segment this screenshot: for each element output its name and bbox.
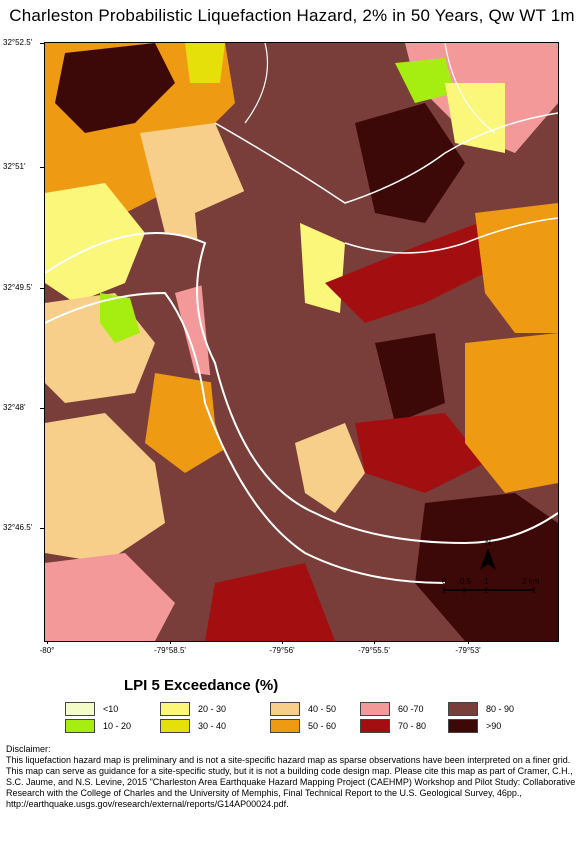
river-shoreline xyxy=(244,43,269,124)
north-label: N xyxy=(485,538,491,547)
hazard-zone-10-20 xyxy=(100,293,140,343)
scale-label: 1 xyxy=(484,577,489,586)
hazard-map[interactable] xyxy=(44,42,559,642)
river-shoreline xyxy=(45,291,446,584)
legend-item: <10 xyxy=(65,702,118,716)
latitude-label: 32°52.5' xyxy=(3,38,33,47)
longitude-label: -80° xyxy=(39,646,55,655)
legend-title: LPI 5 Exceedance (%) xyxy=(124,677,279,694)
hazard-zone-10-20 xyxy=(395,58,455,103)
legend-label: 30 - 40 xyxy=(198,721,227,731)
legend-swatch xyxy=(360,702,390,716)
legend-swatch xyxy=(160,702,190,716)
hazard-zone-40-50 xyxy=(295,423,365,513)
legend-label: 40 - 50 xyxy=(308,704,337,714)
scale-label: 0.5 xyxy=(460,577,472,586)
legend-item: >90 xyxy=(448,719,501,733)
legend-item: 80 - 90 xyxy=(448,702,514,716)
north-arrow-icon: N xyxy=(480,538,496,570)
legend-swatch xyxy=(448,719,478,733)
hazard-zone-50-60 xyxy=(475,203,558,333)
longitude-tick xyxy=(282,640,283,644)
hazard-zone-60-70 xyxy=(45,553,175,641)
legend-item: 40 - 50 xyxy=(270,702,336,716)
latitude-label: 32°49.5' xyxy=(3,283,33,292)
hazard-zone-over-90 xyxy=(55,43,175,133)
legend-item: 50 - 60 xyxy=(270,719,336,733)
legend-label: 20 - 30 xyxy=(198,704,227,714)
legend-label: 80 - 90 xyxy=(486,704,515,714)
legend-item: 30 - 40 xyxy=(160,719,226,733)
river-shoreline xyxy=(45,232,558,545)
longitude-label: -79°55.5' xyxy=(358,646,390,655)
legend-label: <10 xyxy=(103,704,119,714)
hazard-map-canvas xyxy=(45,43,558,641)
latitude-tick xyxy=(40,167,44,168)
legend-label: >90 xyxy=(486,721,502,731)
hazard-zone-70-80 xyxy=(205,563,335,641)
legend-swatch xyxy=(448,702,478,716)
latitude-tick xyxy=(40,288,44,289)
scale-label: 0 xyxy=(442,577,447,586)
hazard-zone-over-90 xyxy=(375,333,445,423)
latitude-label: 32°46.5' xyxy=(3,523,33,532)
legend-label: 60 -70 xyxy=(398,704,424,714)
legend-label: 50 - 60 xyxy=(308,721,337,731)
longitude-tick xyxy=(170,640,171,644)
hazard-zone-over-90 xyxy=(355,103,465,223)
legend-swatch xyxy=(65,702,95,716)
latitude-tick xyxy=(40,408,44,409)
legend-swatch xyxy=(270,702,300,716)
latitude-tick xyxy=(40,528,44,529)
legend-swatch xyxy=(360,719,390,733)
hazard-zone-40-50 xyxy=(45,413,165,563)
legend-label: 10 - 20 xyxy=(103,721,132,731)
latitude-tick xyxy=(40,43,44,44)
river-shoreline xyxy=(444,43,496,134)
legend-item: 20 - 30 xyxy=(160,702,226,716)
longitude-label: -79°58.5' xyxy=(154,646,186,655)
scale-label: 2 km xyxy=(522,577,540,586)
legend-item: 60 -70 xyxy=(360,702,424,716)
river-shoreline xyxy=(214,112,558,204)
legend-swatch xyxy=(270,719,300,733)
legend-label: 70 - 80 xyxy=(398,721,427,731)
hazard-zone-20-30 xyxy=(45,183,145,303)
latitude-label: 32°48' xyxy=(3,403,26,412)
longitude-label: -79°56' xyxy=(269,646,295,655)
longitude-tick xyxy=(47,640,48,644)
disclaimer-heading: Disclaimer: xyxy=(6,744,51,754)
river-shoreline xyxy=(344,217,558,254)
hazard-zone-over-90 xyxy=(415,493,558,641)
map-title: Charleston Probabilistic Liquefaction Ha… xyxy=(9,6,575,25)
disclaimer: Disclaimer: This liquefaction hazard map… xyxy=(6,744,578,810)
legend-swatch xyxy=(65,719,95,733)
hazard-zone-30-40 xyxy=(185,43,225,83)
legend-swatch xyxy=(160,719,190,733)
longitude-label: -79°53' xyxy=(455,646,481,655)
longitude-tick xyxy=(468,640,469,644)
hazard-zone-70-80 xyxy=(355,413,485,493)
scale-bar: 0 0.5 1 2 km xyxy=(442,577,540,593)
hazard-zone-20-30 xyxy=(445,83,505,153)
disclaimer-text: This liquefaction hazard map is prelimin… xyxy=(6,755,576,809)
hazard-zone-50-60 xyxy=(465,333,558,493)
latitude-label: 32°51' xyxy=(3,162,26,171)
legend-item: 10 - 20 xyxy=(65,719,131,733)
longitude-tick xyxy=(374,640,375,644)
legend-item: 70 - 80 xyxy=(360,719,426,733)
